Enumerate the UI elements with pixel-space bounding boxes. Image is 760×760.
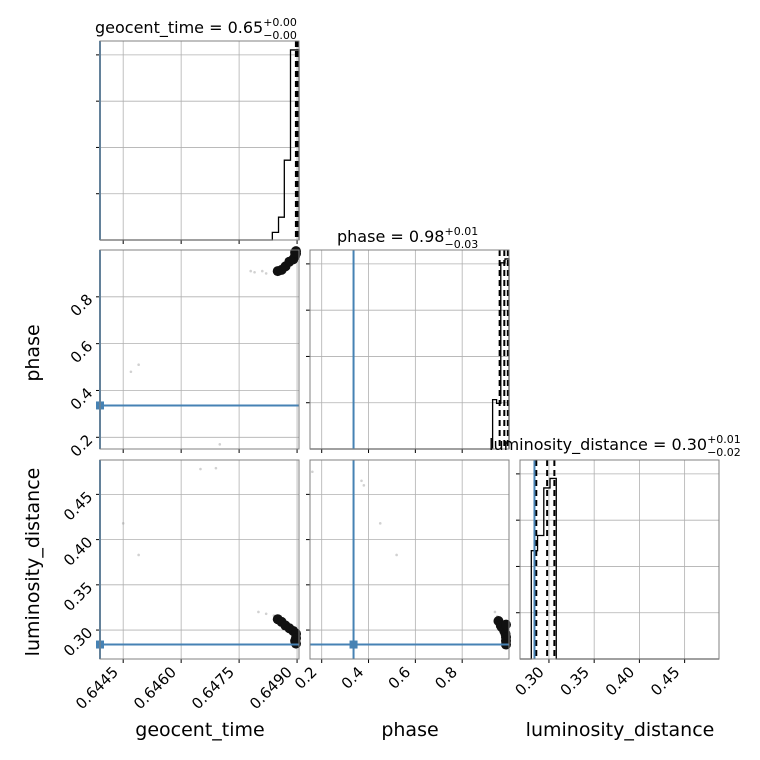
- sample-point: [214, 466, 218, 470]
- axes-frame-panel-2-0: [99, 459, 300, 660]
- sample-point: [360, 479, 363, 483]
- xlabel-geocent-time: geocent_time: [135, 719, 264, 741]
- tick-label-x-phase: 0.8: [431, 663, 461, 693]
- sample-point: [395, 553, 398, 557]
- tick-label-x-luminosity_distance: 0.35: [557, 663, 593, 699]
- tick-label-x-phase: 0.4: [338, 663, 368, 693]
- tick-label-y-luminosity_distance: 0.35: [60, 578, 96, 614]
- title-geocent-time: geocent_time = 0.65+0.00 −0.00: [95, 16, 297, 42]
- xlabel-luminosity-distance: luminosity_distance: [526, 719, 715, 741]
- tick-label-x-geocent_time: 0.6490: [246, 663, 296, 713]
- sample-point: [129, 370, 133, 374]
- tick-label-y-phase: 0.2: [67, 431, 97, 461]
- axes-frame-panel-2-2: [519, 459, 720, 660]
- tick-label-x-luminosity_distance: 0.30: [511, 663, 547, 699]
- grid-layer: [96, 41, 719, 663]
- frames-layer: [99, 40, 720, 660]
- sample-point: [260, 269, 264, 273]
- sample-point: [362, 484, 366, 487]
- tick-label-x-geocent_time: 0.6445: [72, 663, 122, 713]
- axes-frame-panel-0-0: [99, 40, 300, 241]
- sample-point: [264, 612, 268, 616]
- xlabel-phase: phase: [381, 719, 438, 741]
- axes-frame-panel-1-0: [99, 249, 300, 450]
- sample-point: [493, 610, 497, 614]
- tick-label-x-geocent_time: 0.6475: [188, 663, 238, 713]
- histogram-phase: [310, 258, 510, 450]
- tick-label-x-phase: 0.2: [291, 663, 321, 693]
- sample-point: [311, 470, 314, 474]
- sample-point: [137, 553, 140, 557]
- tick-label-x-geocent_time: 0.6460: [130, 663, 180, 713]
- axes-frame-panel-2-1: [309, 459, 510, 660]
- sample-point: [257, 610, 260, 614]
- sample-point: [378, 522, 382, 525]
- sample-point: [137, 363, 140, 367]
- tick-label-x-luminosity_distance: 0.40: [602, 663, 638, 699]
- title-luminosity-distance: luminosity_distance = 0.30+0.01 −0.02: [489, 433, 741, 459]
- tick-labels-layer: 0.2 0.4 0.6 0.8 0.6445 0.6460 0.6475 0.6490 0.30…: [60, 290, 683, 712]
- title-phase: phase = 0.98+0.01 −0.03: [337, 225, 478, 251]
- truth-marker: [349, 640, 358, 649]
- sample-point: [253, 270, 256, 274]
- tick-label-y-luminosity_distance: 0.30: [60, 624, 96, 660]
- text-layer: geocent_time = 0.65+0.00 −0.00 phase = 0.…: [22, 16, 741, 741]
- sample-point: [218, 443, 222, 446]
- axes-frame-panel-1-1: [309, 249, 510, 450]
- sample-point: [249, 269, 252, 273]
- tick-label-y-luminosity_distance: 0.45: [60, 488, 96, 524]
- tick-label-x-phase: 0.6: [385, 663, 415, 693]
- tick-label-y-phase: 0.8: [67, 290, 97, 320]
- sample-point: [264, 272, 268, 275]
- ylabel-luminosity-distance: luminosity_distance: [22, 468, 44, 657]
- ylabel-phase: phase: [22, 324, 44, 381]
- sample-point: [199, 467, 202, 471]
- histogram-luminosity_distance: [520, 477, 719, 660]
- tick-label-y-phase: 0.4: [67, 384, 97, 414]
- tick-label-y-luminosity_distance: 0.40: [60, 533, 96, 569]
- histogram-geocent_time: [100, 49, 300, 241]
- sample-point: [121, 522, 125, 525]
- tick-label-x-luminosity_distance: 0.45: [647, 663, 683, 699]
- tick-label-y-phase: 0.6: [67, 337, 97, 367]
